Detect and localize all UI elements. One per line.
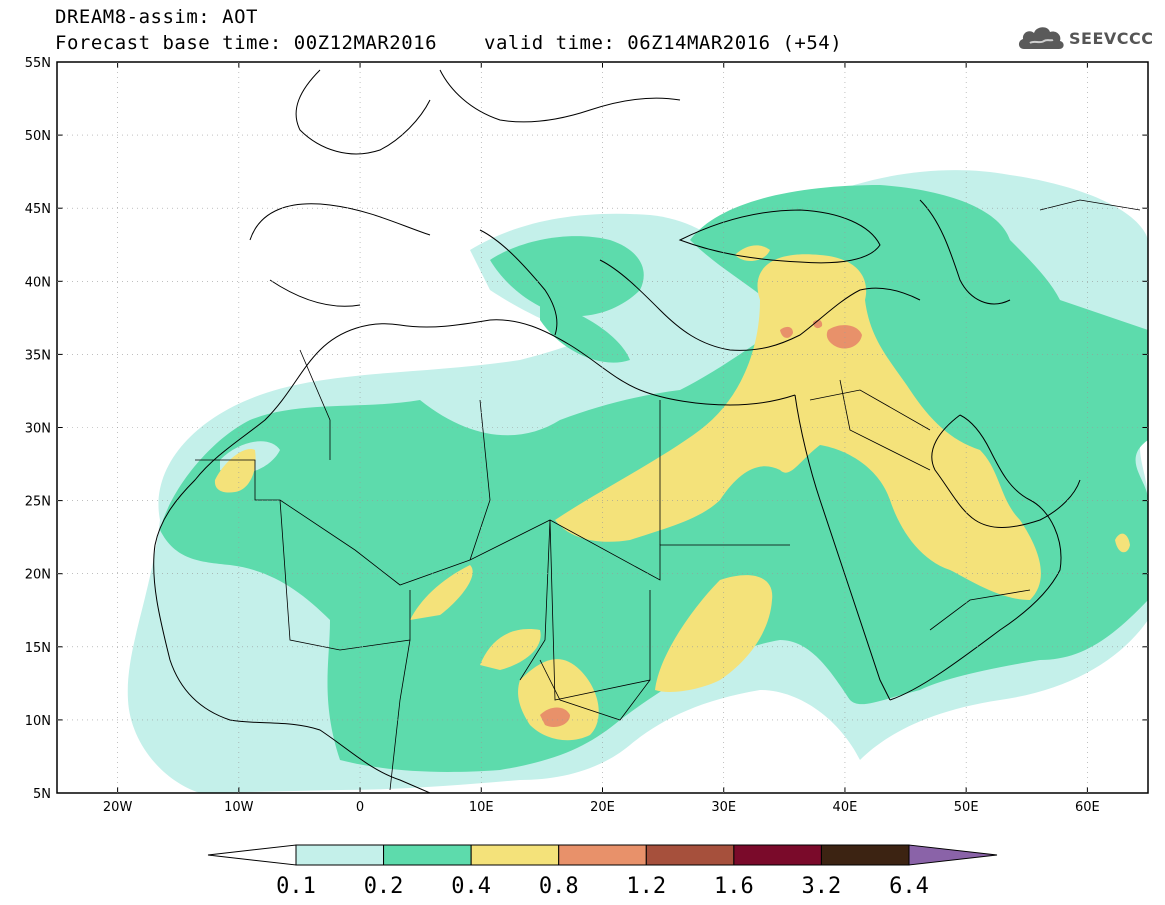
longitude-labels: 20W 10W 0 10E 20E 30E 40E 50E 60E bbox=[103, 800, 1100, 815]
colorbar-box bbox=[295, 844, 385, 866]
lat-label: 35N bbox=[25, 348, 51, 363]
lat-label: 50N bbox=[25, 129, 51, 144]
colorbar-labels: 0.1 0.2 0.4 0.8 1.2 1.6 3.2 6.4 bbox=[276, 874, 929, 899]
cloud-icon bbox=[1018, 27, 1064, 49]
lat-label: 10N bbox=[25, 714, 51, 729]
colorbar-label: 0.1 bbox=[276, 874, 316, 899]
lon-label: 10W bbox=[224, 800, 254, 815]
colorbar-label: 0.8 bbox=[539, 874, 579, 899]
lon-label: 20W bbox=[103, 800, 133, 815]
lon-label: 30E bbox=[711, 800, 736, 815]
axis-ticks bbox=[57, 61, 1148, 794]
colorbar-label: 1.6 bbox=[714, 874, 754, 899]
country-borders bbox=[195, 199, 1141, 791]
colorbar-label: 0.4 bbox=[451, 874, 491, 899]
lat-label: 40N bbox=[25, 275, 51, 290]
lon-label: 60E bbox=[1075, 800, 1100, 815]
lon-label: 0 bbox=[356, 800, 364, 815]
coastlines bbox=[153, 69, 1081, 793]
aot-colorbar bbox=[207, 844, 998, 866]
colorbar-label: 6.4 bbox=[889, 874, 929, 899]
colorbar-under-triangle bbox=[207, 844, 297, 866]
colorbar-box bbox=[558, 844, 647, 866]
colorbar-box bbox=[470, 844, 560, 866]
colorbar-label: 3.2 bbox=[802, 874, 842, 899]
colorbar-box bbox=[645, 844, 735, 866]
lat-label: 25N bbox=[25, 495, 51, 510]
logo-text: SEEVCCC bbox=[1069, 28, 1154, 48]
lon-label: 20E bbox=[590, 800, 615, 815]
lat-label: 20N bbox=[25, 568, 51, 583]
colorbar-label: 1.2 bbox=[626, 874, 666, 899]
lat-label: 15N bbox=[25, 641, 51, 656]
lat-label: 30N bbox=[25, 422, 51, 437]
colorbar-over-triangle bbox=[908, 844, 998, 866]
lon-label: 10E bbox=[469, 800, 494, 815]
aot-band-0.8 bbox=[540, 319, 862, 727]
colorbar-box bbox=[733, 844, 822, 866]
lon-label: 40E bbox=[833, 800, 858, 815]
lat-label: 5N bbox=[33, 787, 51, 802]
lat-label: 55N bbox=[25, 56, 51, 71]
lon-label: 50E bbox=[954, 800, 979, 815]
colorbar-label: 0.2 bbox=[364, 874, 404, 899]
seevccc-logo: SEEVCCC bbox=[1016, 18, 1154, 58]
title-valid-time: valid time: 06Z14MAR2016 (+54) bbox=[484, 32, 843, 54]
colorbar-box bbox=[383, 844, 472, 866]
latitude-labels: 55N 50N 45N 40N 35N 30N 25N 20N 15N 10N 5N bbox=[25, 56, 51, 802]
lat-label: 45N bbox=[25, 202, 51, 217]
colorbar-box bbox=[820, 844, 910, 866]
title-base-time: Forecast base time: 00Z12MAR2016 bbox=[55, 32, 438, 54]
title-product: DREAM8-assim: AOT bbox=[55, 6, 258, 28]
